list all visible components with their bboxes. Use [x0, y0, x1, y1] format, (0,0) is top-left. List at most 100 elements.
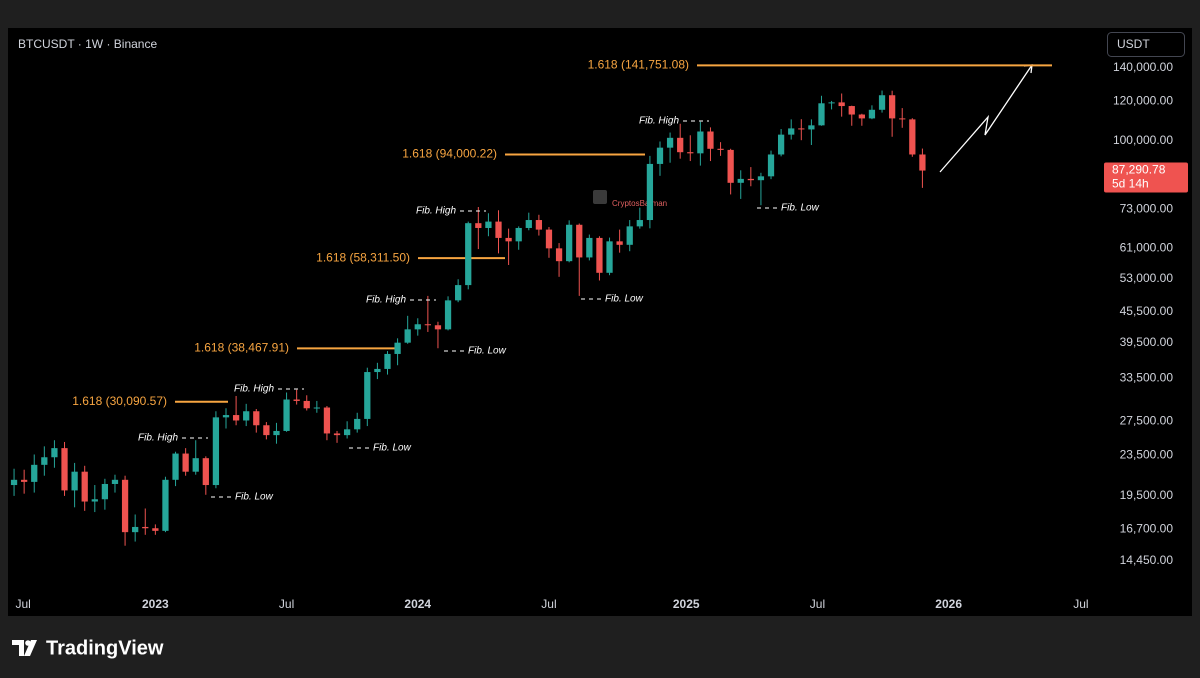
- fib-marker-label: Fib. High: [138, 433, 178, 444]
- candle-body: [505, 237, 512, 242]
- fib-label: 1.618 (38,467.91): [194, 341, 289, 355]
- candle-body: [273, 430, 280, 436]
- candle-body: [192, 458, 199, 472]
- fib-label: 1.618 (141,751.08): [588, 57, 689, 71]
- candle-body: [747, 178, 754, 181]
- candle-body: [545, 229, 553, 249]
- candle-body: [424, 324, 431, 326]
- candle-body: [636, 220, 643, 227]
- candle-body: [757, 176, 765, 181]
- candle-body: [202, 458, 209, 486]
- y-tick-label: 33,500.00: [1120, 371, 1174, 385]
- candle-body: [656, 147, 664, 164]
- fib-marker: Fib. Low: [757, 203, 820, 214]
- fib-marker: Fib. Low: [211, 492, 274, 503]
- candle-body: [485, 221, 492, 228]
- candle-body: [142, 526, 149, 529]
- fib-marker-label: Fib. High: [234, 384, 274, 395]
- candle-body: [434, 325, 442, 330]
- y-tick-label: 73,000.00: [1120, 202, 1174, 216]
- candle-body: [455, 285, 462, 301]
- candle-body: [818, 103, 825, 126]
- candle-body: [848, 106, 855, 115]
- candle-body: [707, 131, 714, 149]
- fib-marker-label: Fib. Low: [235, 492, 274, 503]
- candle-body: [41, 457, 48, 465]
- x-tick-label: Jul: [279, 597, 294, 611]
- candle-body: [808, 125, 815, 130]
- candle-body: [576, 224, 583, 258]
- candle-body: [51, 448, 58, 458]
- brand-name: TradingView: [46, 637, 164, 659]
- fib-label: 1.618 (58,311.50): [316, 250, 410, 264]
- candle-body: [172, 453, 179, 480]
- candle-body: [909, 119, 916, 155]
- candle-body: [788, 128, 795, 135]
- candle-body: [243, 411, 250, 421]
- fib-marker: Fib. High: [639, 116, 709, 127]
- candle-body: [323, 407, 331, 434]
- candle-body: [586, 237, 593, 258]
- candle-body: [697, 131, 704, 154]
- candle-body: [111, 479, 119, 484]
- y-tick-label: 27,500.00: [1120, 413, 1174, 427]
- candle-body: [555, 248, 563, 262]
- candle-body: [868, 109, 876, 119]
- candle-body: [616, 241, 623, 245]
- candle-body: [717, 148, 724, 150]
- plot-area: 1.618 (141,751.08) 1.618 (94,000.22) 1.618…: [10, 57, 1052, 546]
- candle-body: [646, 163, 654, 221]
- watermark: CryptosBatman: [612, 199, 667, 208]
- watermark-icon: [593, 190, 607, 204]
- candle-body: [293, 399, 300, 401]
- candle-body: [253, 411, 260, 426]
- x-tick-label: Jul: [1073, 597, 1088, 611]
- y-tick-label: 140,000.00: [1113, 60, 1173, 74]
- candle-body: [374, 368, 381, 373]
- y-tick-label: 16,700.00: [1120, 522, 1174, 536]
- x-tick-label: Jul: [15, 597, 30, 611]
- candle-body: [414, 324, 421, 330]
- y-tick-label: 53,000.00: [1120, 271, 1174, 285]
- y-tick-label: 100,000.00: [1113, 133, 1173, 147]
- fib-label: 1.618 (30,090.57): [72, 394, 167, 408]
- candle-body: [81, 471, 88, 502]
- candle-body: [354, 418, 361, 430]
- x-tick-label: 2023: [142, 597, 169, 611]
- fib-marker: Fib. Low: [349, 443, 412, 454]
- fib-marker-label: Fib. Low: [468, 346, 507, 357]
- candle-body: [121, 479, 129, 533]
- candle-body: [71, 471, 78, 491]
- candle-body: [10, 479, 18, 486]
- candle-body: [495, 221, 502, 238]
- candle-body: [525, 220, 532, 228]
- projection-arrow: [939, 64, 1033, 173]
- fib-marker: Fib. High: [416, 206, 486, 217]
- candle-body: [465, 223, 472, 286]
- currency-button[interactable]: [1107, 32, 1185, 57]
- fib-label: 1.618 (94,000.22): [402, 147, 497, 161]
- candle-body: [444, 300, 452, 330]
- y-tick-label: 23,500.00: [1120, 448, 1174, 462]
- y-tick-label: 61,000.00: [1120, 241, 1174, 255]
- candle-body: [777, 134, 785, 155]
- candle-body: [313, 407, 320, 409]
- candle-body: [152, 528, 159, 531]
- fib-marker: Fib. High: [234, 384, 304, 395]
- candle-body: [61, 448, 68, 491]
- brand-logo: [12, 640, 37, 656]
- candle-body: [91, 499, 98, 502]
- candle-body: [21, 479, 28, 482]
- candle-body: [212, 417, 220, 486]
- candle-body: [878, 95, 886, 110]
- logo-slash: [24, 640, 37, 656]
- candle-body: [687, 152, 694, 154]
- price-tag-value: 87,290.78: [1112, 163, 1166, 177]
- candle-body: [889, 95, 896, 119]
- candle-body: [919, 154, 926, 171]
- x-tick-label: 2024: [404, 597, 431, 611]
- fib-marker-label: Fib. Low: [781, 203, 820, 214]
- y-tick-label: 39,500.00: [1120, 335, 1174, 349]
- candle-body: [222, 415, 230, 418]
